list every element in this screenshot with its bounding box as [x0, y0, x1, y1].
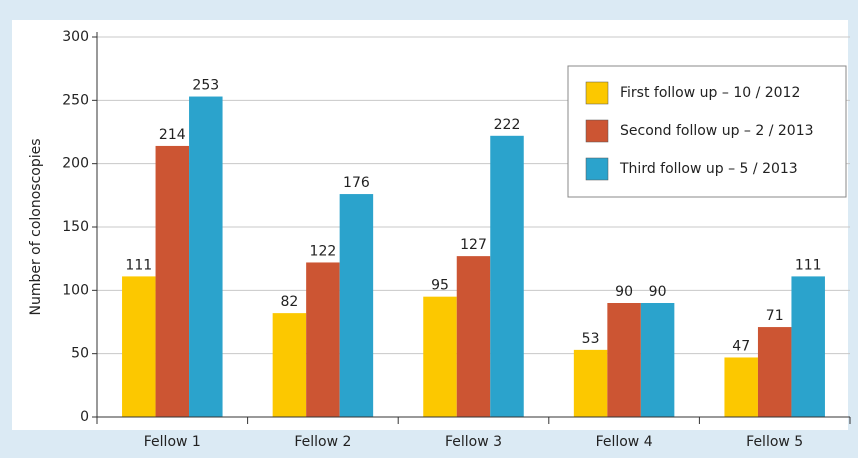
bar [573, 349, 608, 417]
legend-label: First follow up – 10 / 2012 [620, 85, 800, 101]
data-label: 122 [310, 243, 337, 259]
y-axis-label: Number of colonoscopies [28, 138, 44, 315]
data-label: 90 [649, 284, 667, 300]
y-tick-label: 200 [62, 156, 89, 172]
bar [423, 296, 457, 417]
legend-label: Third follow up – 5 / 2013 [619, 161, 798, 177]
bar [607, 303, 641, 417]
data-label: 127 [460, 237, 487, 253]
x-tick-label: Fellow 5 [746, 434, 803, 450]
bar [757, 327, 792, 417]
y-tick-label: 50 [71, 346, 89, 362]
legend-swatch [585, 157, 609, 181]
bar [272, 313, 307, 417]
bar [122, 276, 156, 417]
bar [189, 96, 223, 418]
y-tick-label: 250 [62, 92, 89, 108]
bar [456, 256, 491, 417]
bar [490, 135, 524, 418]
y-tick-label: 0 [80, 409, 89, 425]
x-tick-label: Fellow 4 [596, 434, 653, 450]
bar [339, 194, 374, 417]
bar [306, 262, 340, 417]
y-tick-label: 300 [62, 29, 89, 45]
legend-box [567, 65, 847, 198]
data-label: 111 [795, 257, 822, 273]
data-label: 90 [615, 284, 633, 300]
data-label: 253 [192, 78, 219, 94]
data-label: 95 [431, 278, 449, 294]
data-label: 47 [732, 338, 750, 354]
y-tick-label: 150 [62, 219, 89, 235]
legend-swatch [585, 119, 609, 143]
y-tick-label: 100 [62, 282, 89, 298]
legend-label: Second follow up – 2 / 2013 [620, 123, 814, 139]
data-label: 82 [280, 294, 298, 310]
data-label: 214 [159, 127, 186, 143]
bar [724, 357, 758, 417]
x-tick-label: Fellow 2 [294, 434, 351, 450]
bar [640, 303, 675, 417]
data-label: 111 [125, 257, 152, 273]
data-label: 176 [343, 175, 370, 191]
x-tick-label: Fellow 3 [445, 434, 502, 450]
data-label: 53 [582, 331, 600, 347]
bar [791, 276, 825, 417]
legend-swatch [585, 81, 609, 105]
bar [155, 145, 190, 417]
x-tick-label: Fellow 1 [144, 434, 201, 450]
data-label: 71 [766, 308, 784, 324]
data-label: 222 [494, 117, 521, 133]
